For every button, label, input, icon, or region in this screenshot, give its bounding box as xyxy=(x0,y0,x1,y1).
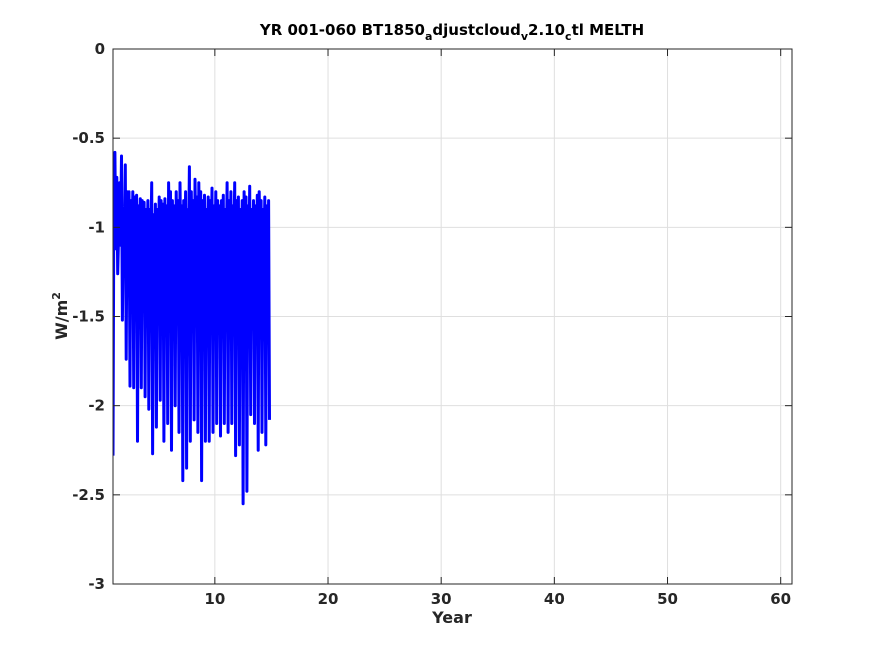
y-tick-label: 0 xyxy=(95,40,105,58)
x-tick-label: 40 xyxy=(544,590,565,608)
y-tick-label: -2 xyxy=(88,397,105,415)
x-tick-label: 30 xyxy=(431,590,452,608)
series-line-melth xyxy=(113,150,271,506)
y-axis-label: W/m2 xyxy=(50,292,71,340)
x-tick-label: 20 xyxy=(318,590,339,608)
x-tick-label: 60 xyxy=(770,590,791,608)
title-segment: 2.10 xyxy=(528,21,565,39)
title-subscript: a xyxy=(425,30,432,43)
chart-title: YR 001-060 BT1850adjustcloudv2.10ctl MEL… xyxy=(259,21,644,43)
x-tick-label: 50 xyxy=(657,590,678,608)
x-axis-label: Year xyxy=(431,608,472,627)
title-segment: YR 001-060 BT1850 xyxy=(259,21,425,39)
y-tick-labels: 0 -0.5 -1 -1.5 -2 -2.5 -3 xyxy=(72,40,105,593)
y-tick-label: -0.5 xyxy=(72,129,105,147)
title-subscript: c xyxy=(565,30,572,43)
x-tick-label: 10 xyxy=(204,590,225,608)
title-subscript: v xyxy=(521,30,529,43)
title-segment: tl MELTH xyxy=(572,21,645,39)
x-tick-labels: 10 20 30 40 50 60 xyxy=(204,590,791,608)
y-tick-label: -2.5 xyxy=(72,486,105,504)
y-tick-label: -1.5 xyxy=(72,308,105,326)
title-segment: djustcloud xyxy=(432,21,520,39)
ticks xyxy=(113,48,792,585)
y-tick-label: -1 xyxy=(88,218,105,236)
y-tick-label: -3 xyxy=(88,575,105,593)
